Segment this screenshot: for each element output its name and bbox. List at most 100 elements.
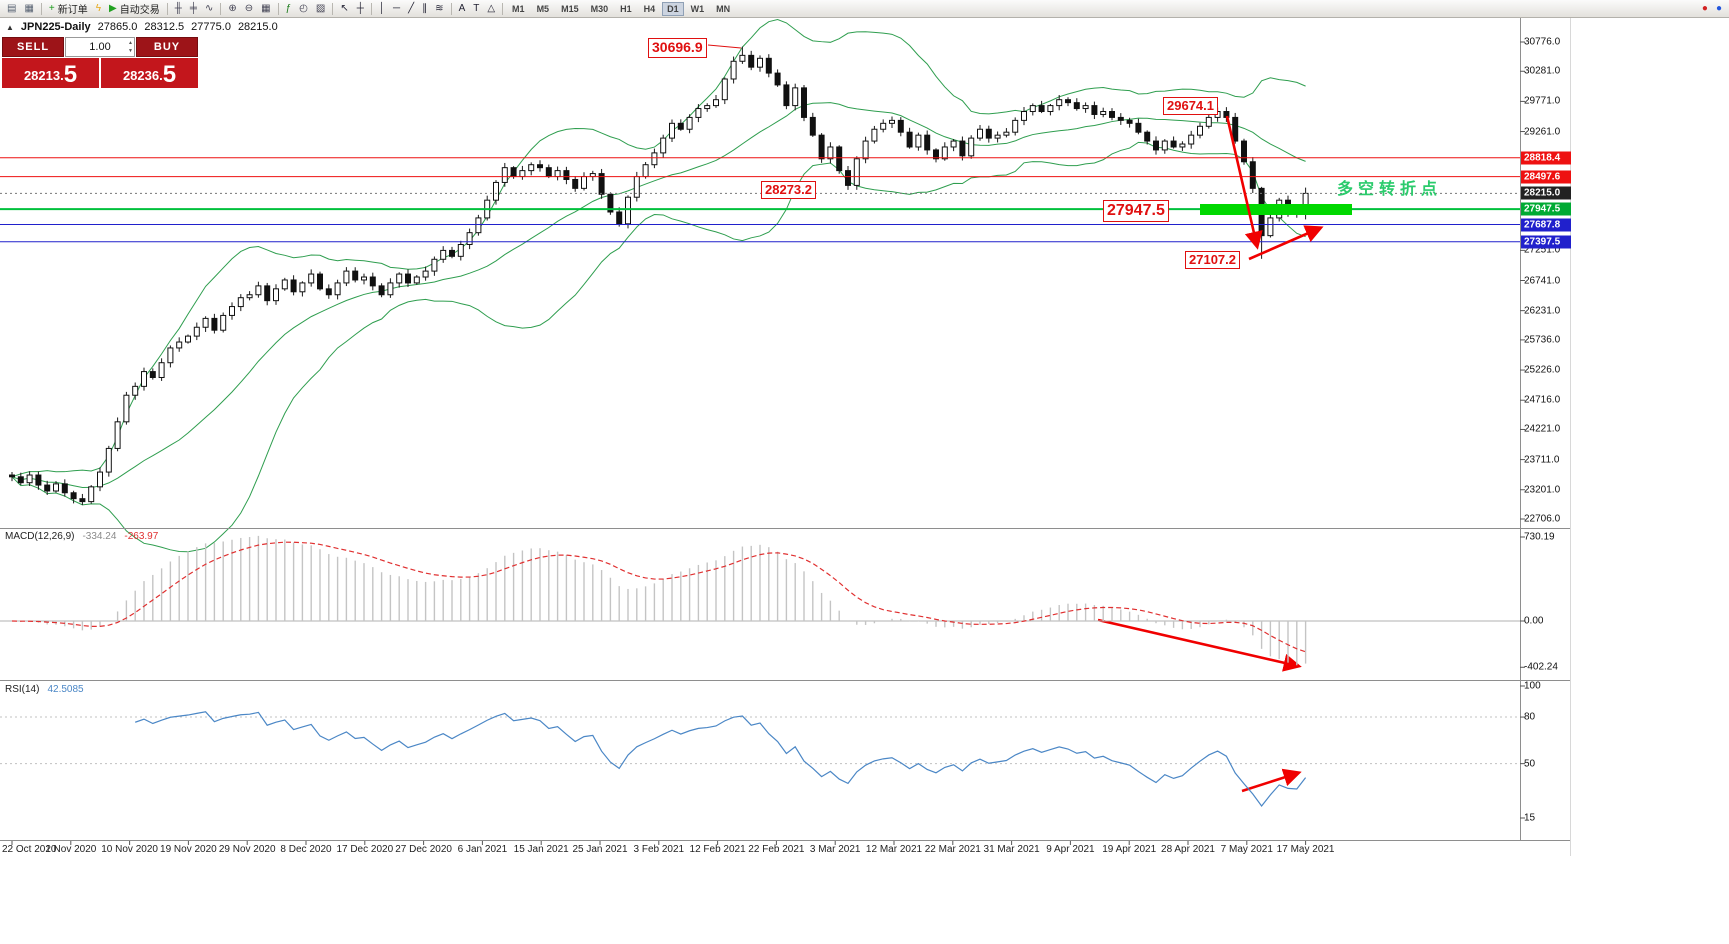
candle-body bbox=[369, 276, 376, 287]
bollinger-lower-line[interactable] bbox=[11, 141, 1306, 553]
candle-body bbox=[246, 294, 253, 299]
buy-price[interactable]: 28236. 5 bbox=[101, 58, 198, 88]
periods-button[interactable]: ◴ bbox=[296, 0, 311, 17]
price-annotation[interactable]: 27947.5 bbox=[1103, 200, 1169, 222]
text-icon: A bbox=[458, 2, 466, 14]
text-button[interactable]: A bbox=[456, 0, 469, 17]
candle-body bbox=[273, 288, 279, 302]
zoom-out-icon: ⊖ bbox=[244, 2, 254, 14]
rsi-arrow[interactable] bbox=[1241, 768, 1302, 793]
trendline-button[interactable]: ╱ bbox=[405, 0, 417, 17]
candle-body bbox=[897, 119, 904, 133]
candle-body bbox=[202, 317, 209, 328]
rsi-name: RSI(14) bbox=[5, 684, 40, 695]
spinner-up-icon[interactable]: ▲ bbox=[128, 40, 133, 46]
spinner-down-icon[interactable]: ▼ bbox=[128, 48, 133, 54]
candle-body bbox=[625, 196, 631, 225]
turning-point-note[interactable]: 多空转折点 bbox=[1337, 181, 1443, 198]
news-button[interactable]: ● bbox=[1699, 0, 1711, 17]
bollinger-middle-line[interactable] bbox=[11, 102, 1306, 489]
price-annotation[interactable]: 28273.2 bbox=[761, 181, 816, 200]
candle-body bbox=[994, 134, 1001, 139]
trend-arrow[interactable] bbox=[1248, 225, 1324, 261]
price-tick-label: 22706.0 bbox=[1524, 513, 1561, 525]
rsi-indicator-label: RSI(14) 42.5085 bbox=[5, 684, 84, 695]
zoom-out-button[interactable]: ⊖ bbox=[242, 0, 256, 17]
horizontal-line-button[interactable]: ─ bbox=[390, 0, 403, 17]
rsi-scale-label: 80 bbox=[1524, 711, 1536, 723]
new-order-button[interactable]: + 新订单 bbox=[46, 0, 91, 17]
bar-chart-button[interactable]: ╫ bbox=[172, 0, 185, 17]
timeframe-m30-button[interactable]: M30 bbox=[590, 3, 609, 14]
date-label: 22 Feb 2021 bbox=[748, 844, 805, 855]
price-annotation[interactable]: 29674.1 bbox=[1163, 97, 1218, 116]
candle-body bbox=[1241, 140, 1247, 163]
price-annotation[interactable]: 30696.9 bbox=[648, 38, 707, 58]
macd-arrow[interactable] bbox=[1097, 618, 1302, 672]
channel-button[interactable]: ∥ bbox=[419, 0, 430, 17]
candlestick-chart-button[interactable]: ╪ bbox=[187, 0, 200, 17]
date-label: 28 Apr 2021 bbox=[1161, 844, 1215, 855]
candle-body bbox=[9, 474, 15, 478]
indicators-button[interactable]: ƒ bbox=[283, 0, 295, 17]
cursor-button[interactable]: ↖ bbox=[337, 0, 351, 17]
candle-body bbox=[792, 87, 799, 107]
fibonacci-button[interactable]: ≋ bbox=[432, 0, 446, 17]
price-tick-label: 27251.0 bbox=[1524, 244, 1561, 256]
alerts-button[interactable]: ϟ bbox=[93, 0, 104, 17]
highlight-zone[interactable] bbox=[1200, 204, 1352, 215]
timeframe-h4-button[interactable]: H4 bbox=[643, 3, 656, 14]
candlestick-chart-icon: ╪ bbox=[189, 2, 197, 14]
community-icon: ● bbox=[1715, 2, 1722, 14]
candle-body bbox=[290, 279, 297, 293]
sell-price-big: 5 bbox=[63, 61, 78, 88]
new-chart-button[interactable]: ▤ bbox=[4, 0, 19, 17]
candle-body bbox=[466, 232, 473, 246]
volume-stepper[interactable]: 1.00 ▲ ▼ bbox=[65, 37, 135, 57]
sell-price[interactable]: 28213. 5 bbox=[2, 58, 99, 88]
candle-body bbox=[1082, 105, 1089, 110]
candle-body bbox=[1038, 105, 1045, 113]
templates-button[interactable]: ▨ bbox=[313, 0, 328, 17]
candle-body bbox=[141, 371, 147, 387]
timeframe-w1-button[interactable]: W1 bbox=[690, 3, 705, 14]
vertical-line-button[interactable]: │ bbox=[376, 0, 388, 17]
timeframe-m15-button[interactable]: M15 bbox=[561, 3, 579, 14]
community-button[interactable]: ● bbox=[1713, 0, 1725, 17]
rsi-line bbox=[135, 711, 1307, 808]
timeframe-m1-button[interactable]: M1 bbox=[512, 3, 525, 14]
candle-body bbox=[669, 122, 675, 139]
timeframe-d1-button[interactable]: D1 bbox=[662, 1, 684, 16]
tile-windows-button[interactable]: ▦ bbox=[258, 0, 273, 17]
chart-profiles-button[interactable]: ▦ bbox=[21, 0, 36, 17]
timeframe-h1-button[interactable]: H1 bbox=[620, 3, 632, 14]
candle-body bbox=[713, 99, 719, 107]
timeframe-mn-button[interactable]: MN bbox=[716, 3, 731, 14]
rsi-scale-label: 100 bbox=[1524, 680, 1541, 692]
candle-body bbox=[801, 87, 807, 118]
timeframe-m5-button[interactable]: M5 bbox=[536, 3, 550, 14]
price-annotation[interactable]: 27107.2 bbox=[1185, 251, 1240, 270]
candle-body bbox=[774, 72, 781, 86]
trend-arrow[interactable] bbox=[1225, 115, 1263, 250]
label-icon: T bbox=[473, 2, 480, 14]
sell-button[interactable]: SELL bbox=[2, 37, 64, 57]
candle-body bbox=[924, 134, 931, 151]
candle-body bbox=[387, 282, 394, 296]
bollinger-upper-line[interactable] bbox=[11, 18, 1306, 478]
zoom-in-button[interactable]: ⊕ bbox=[225, 0, 239, 17]
autotrading-button[interactable]: ▶ 自动交易 bbox=[106, 0, 163, 17]
chart-profiles-icon: ▦ bbox=[24, 2, 34, 14]
candle-body bbox=[889, 119, 895, 124]
line-chart-button[interactable]: ∿ bbox=[202, 0, 216, 17]
new-chart-icon: ▤ bbox=[7, 2, 17, 14]
buy-button[interactable]: BUY bbox=[136, 37, 198, 57]
date-label: 17 Dec 2020 bbox=[336, 844, 394, 855]
volume-spinner-arrows[interactable]: ▲ ▼ bbox=[128, 39, 133, 55]
buy-price-main: 28236. bbox=[122, 68, 163, 83]
shapes-button[interactable]: △ bbox=[484, 0, 498, 17]
crosshair-button[interactable]: ┼ bbox=[354, 0, 367, 17]
candle-body bbox=[862, 140, 869, 160]
label-button[interactable]: T bbox=[470, 0, 482, 17]
